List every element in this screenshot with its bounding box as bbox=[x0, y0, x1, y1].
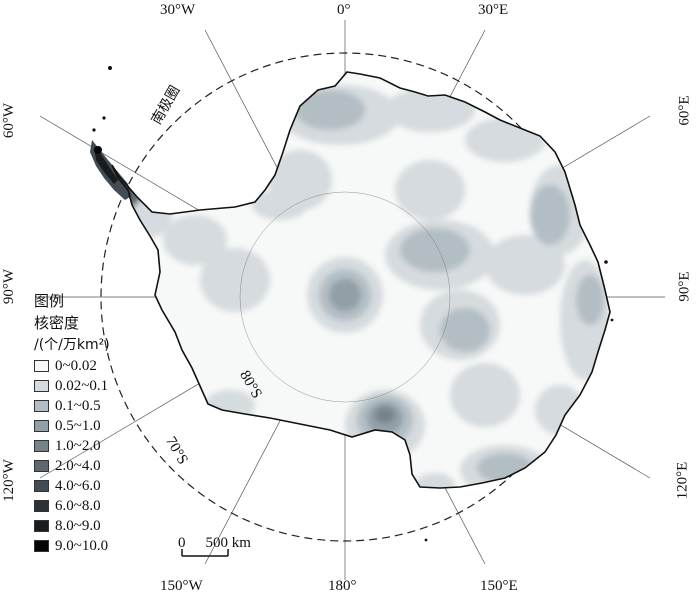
legend-label: 4.0~6.0 bbox=[55, 477, 101, 494]
legend-label: 2.0~4.0 bbox=[55, 457, 101, 474]
legend-swatch bbox=[34, 400, 49, 412]
legend-swatch bbox=[34, 440, 49, 452]
legend-swatch bbox=[34, 480, 49, 492]
legend-item: 0.5~1.0 bbox=[34, 416, 110, 436]
label-0: 0° bbox=[337, 2, 351, 18]
label-90e: 90°E bbox=[676, 271, 693, 302]
legend-label: 0.1~0.5 bbox=[55, 397, 101, 414]
islands bbox=[92, 66, 614, 542]
scale-distance: 500 km bbox=[205, 535, 251, 551]
legend-swatch bbox=[34, 460, 49, 472]
legend-swatch bbox=[34, 380, 49, 392]
scale-label: 0 500 km bbox=[178, 535, 251, 552]
scale-zero: 0 bbox=[178, 535, 186, 551]
legend-item: 1.0~2.0 bbox=[34, 436, 110, 456]
legend-item: 8.0~9.0 bbox=[34, 516, 110, 536]
legend-unit: /(个/万km²) bbox=[34, 337, 110, 353]
legend-label: 1.0~2.0 bbox=[55, 437, 101, 454]
label-120e: 120°E bbox=[674, 461, 691, 500]
legend-item: 0.02~0.1 bbox=[34, 376, 110, 396]
graticule-overlay bbox=[239, 191, 451, 403]
legend-item: 0.1~0.5 bbox=[34, 396, 110, 416]
label-180: 180° bbox=[328, 578, 357, 594]
label-60w: 60°W bbox=[1, 102, 18, 139]
label-90w: 90°W bbox=[1, 268, 18, 305]
label-150w: 150°W bbox=[160, 578, 203, 594]
legend-swatch bbox=[34, 360, 49, 372]
legend-item: 9.0~10.0 bbox=[34, 536, 110, 556]
label-30e: 30°E bbox=[478, 2, 509, 18]
legend-label: 0~0.02 bbox=[55, 357, 97, 374]
label-150e: 150°E bbox=[480, 578, 518, 594]
legend-subtitle: 核密度 bbox=[34, 314, 80, 332]
label-30w: 30°W bbox=[160, 2, 196, 18]
legend-label: 0.02~0.1 bbox=[55, 377, 109, 394]
label-60e: 60°E bbox=[676, 95, 693, 126]
legend-swatch bbox=[34, 520, 49, 532]
scale-bar bbox=[181, 549, 229, 557]
legend-item: 6.0~8.0 bbox=[34, 496, 110, 516]
legend-item: 4.0~6.0 bbox=[34, 476, 110, 496]
legend-swatch bbox=[34, 540, 49, 552]
legend-title: 图例 bbox=[34, 292, 65, 310]
legend-swatch bbox=[34, 420, 49, 432]
peninsula-high-density bbox=[90, 140, 132, 200]
legend-item: 2.0~4.0 bbox=[34, 456, 110, 476]
legend-label: 6.0~8.0 bbox=[55, 497, 101, 514]
legend-label: 8.0~9.0 bbox=[55, 517, 101, 534]
legend-rows: 0~0.02 0.02~0.1 0.1~0.5 0.5~1.0 1.0~2.0 2.0~4… bbox=[34, 356, 110, 556]
label-120w: 120°W bbox=[0, 459, 17, 502]
legend-label: 9.0~10.0 bbox=[55, 537, 109, 554]
legend-swatch bbox=[34, 500, 49, 512]
legend-item: 0~0.02 bbox=[34, 356, 110, 376]
legend-label: 0.5~1.0 bbox=[55, 417, 101, 434]
legend: 图例 核密度 /(个/万km²) 0~0.02 0.02~0.1 0.1~0.5 0.… bbox=[34, 290, 110, 556]
